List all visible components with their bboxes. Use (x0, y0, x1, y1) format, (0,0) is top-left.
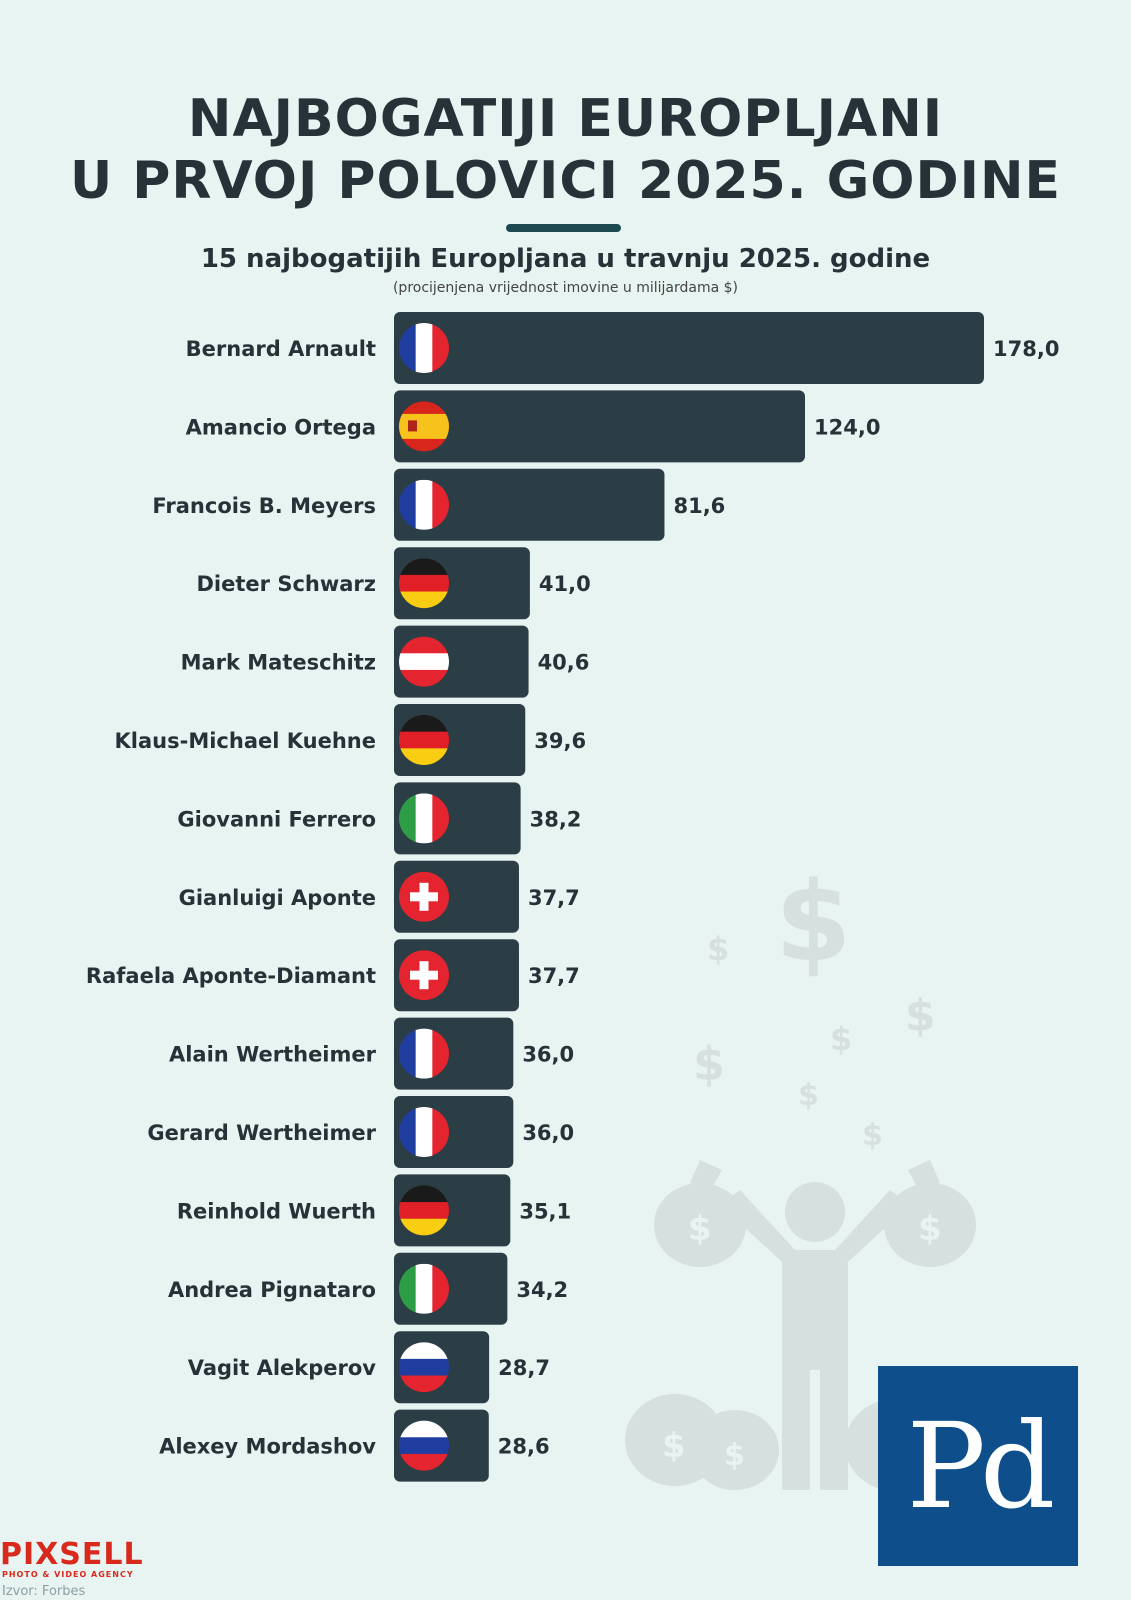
value-label: 41,0 (539, 572, 591, 596)
value-label: 124,0 (814, 415, 880, 439)
value-label: 36,0 (522, 1121, 574, 1145)
switzerland-flag-icon (399, 950, 449, 1001)
value-label: 28,7 (498, 1356, 550, 1380)
category-label: Klaus-Michael Kuehne (115, 729, 376, 753)
france-flag-icon (399, 323, 449, 373)
dollar-sign-icon: $ (905, 990, 936, 1041)
category-label: Reinhold Wuerth (177, 1199, 376, 1223)
category-label: Dieter Schwarz (197, 572, 377, 596)
category-label: Andrea Pignataro (168, 1278, 376, 1302)
spain-flag-icon (399, 401, 449, 452)
dollar-sign-icon: $ (693, 1037, 725, 1091)
dollar-sign-icon: $ (862, 1118, 883, 1153)
svg-text:$: $ (662, 1426, 686, 1466)
svg-text:$: $ (688, 1209, 712, 1249)
chart-note: (procijenjena vrijednost imovine u milij… (392, 280, 739, 296)
france-flag-icon (399, 479, 449, 530)
category-label: Francois B. Meyers (152, 494, 376, 518)
category-label: Alain Wertheimer (169, 1043, 377, 1067)
russia-flag-icon (399, 1420, 449, 1471)
germany-flag-icon (399, 1185, 449, 1236)
germany-flag-icon (399, 715, 449, 765)
title-line-2: U PRVOJ POLOVICI 2025. GODINE (69, 151, 1062, 211)
dollar-sign-icon: $ (830, 1020, 852, 1058)
bar (394, 468, 665, 541)
russia-flag-icon (399, 1342, 449, 1393)
value-label: 178,0 (993, 337, 1059, 361)
france-flag-icon (399, 1107, 449, 1157)
switzerland-flag-icon (399, 871, 449, 922)
source-note: Izvor: Forbes (2, 1584, 86, 1599)
pixsell-tagline: PHOTO & VIDEO AGENCY (2, 1570, 134, 1579)
title-line-1: NAJBOGATIJI EUROPLJANI (187, 89, 944, 149)
category-label: Mark Mateschitz (181, 651, 376, 675)
svg-text:$: $ (918, 1209, 942, 1249)
pd-logo: Pd (878, 1366, 1078, 1566)
dollar-sign-icon: $ (775, 858, 852, 986)
germany-flag-icon (399, 558, 449, 609)
pd-logo-text: Pd (906, 1397, 1056, 1535)
value-label: 37,7 (528, 886, 580, 910)
category-label: Gianluigi Aponte (179, 886, 376, 910)
italy-flag-icon (399, 1263, 449, 1314)
svg-text:$: $ (724, 1438, 745, 1473)
category-label: Alexey Mordashov (159, 1435, 376, 1459)
chart-subtitle: 15 najbogatijih Europljana u travnju 202… (200, 244, 931, 274)
value-label: 81,6 (673, 494, 725, 518)
bar (394, 312, 984, 384)
italy-flag-icon (399, 793, 449, 844)
bar (394, 390, 806, 463)
value-label: 37,7 (528, 964, 580, 988)
value-label: 36,0 (522, 1043, 574, 1067)
category-label: Amancio Ortega (186, 415, 376, 439)
category-label: Bernard Arnault (186, 337, 376, 361)
category-label: Giovanni Ferrero (177, 807, 376, 831)
title-divider (506, 224, 621, 232)
dollar-sign-icon: $ (707, 930, 729, 968)
value-label: 35,1 (519, 1199, 571, 1223)
value-label: 39,6 (534, 729, 586, 753)
value-label: 40,6 (538, 651, 590, 675)
value-label: 34,2 (516, 1278, 568, 1302)
austria-flag-icon (399, 636, 449, 687)
category-label: Rafaela Aponte-Diamant (86, 964, 376, 988)
category-label: Gerard Wertheimer (147, 1121, 376, 1145)
value-label: 38,2 (530, 807, 582, 831)
france-flag-icon (399, 1028, 449, 1079)
category-label: Vagit Alekperov (188, 1356, 377, 1380)
value-label: 28,6 (498, 1435, 550, 1459)
dollar-sign-icon: $ (798, 1078, 819, 1113)
pixsell-logo: PIXSELL (0, 1537, 144, 1572)
